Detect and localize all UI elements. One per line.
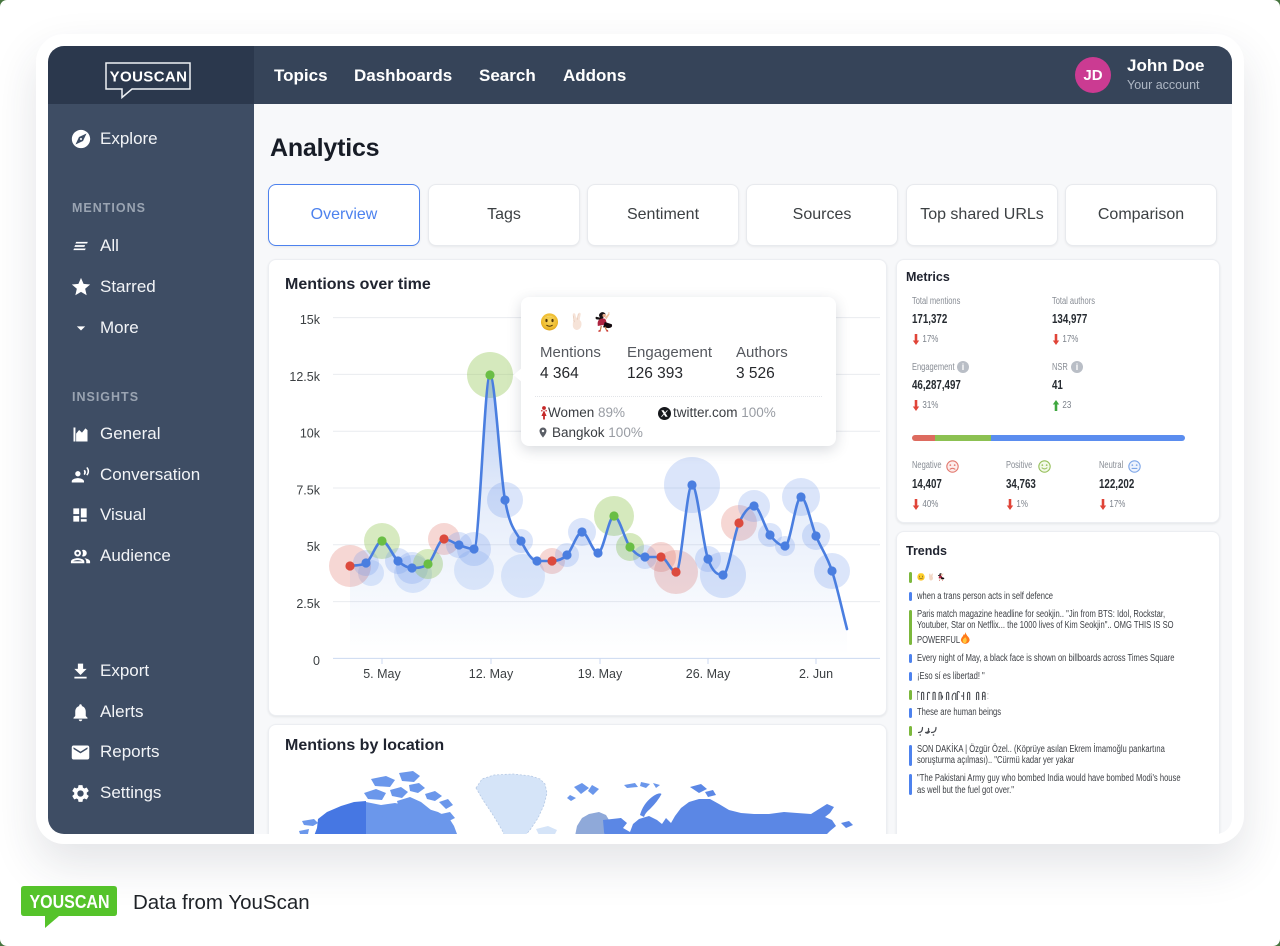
- svg-text:5. May: 5. May: [363, 667, 401, 681]
- svg-text:2. Jun: 2. Jun: [799, 667, 833, 681]
- svg-text:0: 0: [313, 654, 320, 668]
- svg-text:10k: 10k: [300, 427, 321, 441]
- svg-text:12. May: 12. May: [469, 667, 514, 681]
- svg-text:15k: 15k: [300, 313, 321, 327]
- svg-text:5k: 5k: [307, 540, 321, 554]
- svg-text:7.5k: 7.5k: [296, 483, 320, 497]
- svg-text:2.5k: 2.5k: [296, 597, 320, 611]
- svg-text:YOUSCAN: YOUSCAN: [110, 69, 188, 86]
- svg-text:26. May: 26. May: [686, 667, 731, 681]
- svg-text:YOUSCAN: YOUSCAN: [30, 892, 110, 912]
- svg-text:12.5k: 12.5k: [289, 370, 320, 384]
- svg-text:19. May: 19. May: [578, 667, 623, 681]
